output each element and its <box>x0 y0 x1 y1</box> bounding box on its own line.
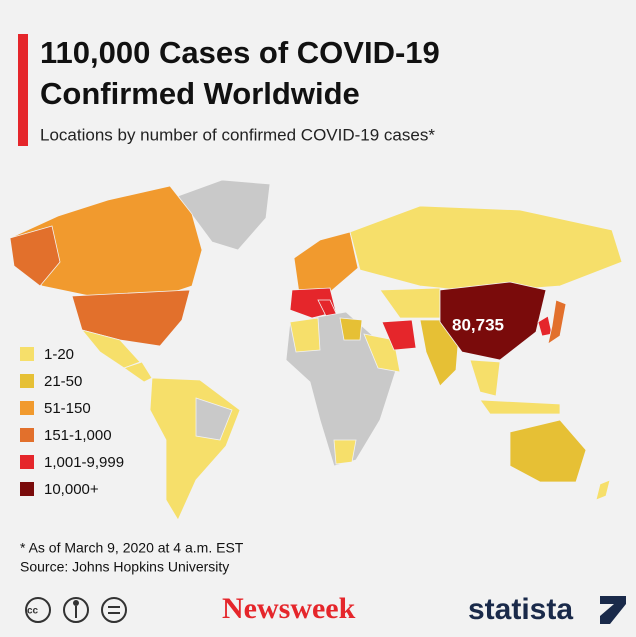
legend-label: 1-20 <box>44 346 74 363</box>
title-line: Confirmed Worldwide <box>40 76 360 111</box>
cc-icon: cc <box>27 606 39 617</box>
greenland <box>177 179 271 251</box>
title-line: 110,000 Cases of COVID-19 <box>40 35 440 70</box>
publisher-logo: Newsweek <box>222 592 356 625</box>
brand-logo: statista <box>468 593 573 626</box>
legend-swatch <box>20 401 34 415</box>
footnote: * As of March 9, 2020 at 4 a.m. EST <box>20 540 244 556</box>
legend-swatch <box>20 347 34 361</box>
region <box>479 399 561 415</box>
region <box>339 317 363 341</box>
annotation: 80,735 <box>452 315 504 334</box>
legend-label: 21-50 <box>44 373 82 390</box>
legend-label: 51-150 <box>44 400 91 417</box>
legend-swatch <box>20 482 34 496</box>
source: Source: Johns Hopkins University <box>20 559 229 575</box>
new-zealand <box>595 479 611 501</box>
brand-icon <box>600 596 626 624</box>
legend-label: 10,000+ <box>44 481 99 498</box>
legend-label: 1,001-9,999 <box>44 454 124 471</box>
china <box>439 281 547 361</box>
australia <box>509 419 587 483</box>
region <box>349 205 623 293</box>
japan <box>547 299 567 345</box>
legend-swatch <box>20 455 34 469</box>
region <box>333 439 357 465</box>
iran <box>381 319 417 351</box>
legend: 1-20 21-50 51-150 151-1,000 1,001-9,999 10,00… <box>20 346 124 498</box>
region <box>195 397 233 441</box>
subtitle: Locations by number of confirmed COVID-1… <box>40 125 435 144</box>
legend-label: 151-1,000 <box>44 427 112 444</box>
region <box>9 225 61 287</box>
legend-swatch <box>20 374 34 388</box>
world-map <box>9 179 623 521</box>
region <box>289 317 321 353</box>
china-label: 80,735 <box>452 315 504 334</box>
accent-bar <box>18 34 28 146</box>
license-icons <box>25 597 127 623</box>
legend-swatch <box>20 428 34 442</box>
region <box>469 359 501 397</box>
